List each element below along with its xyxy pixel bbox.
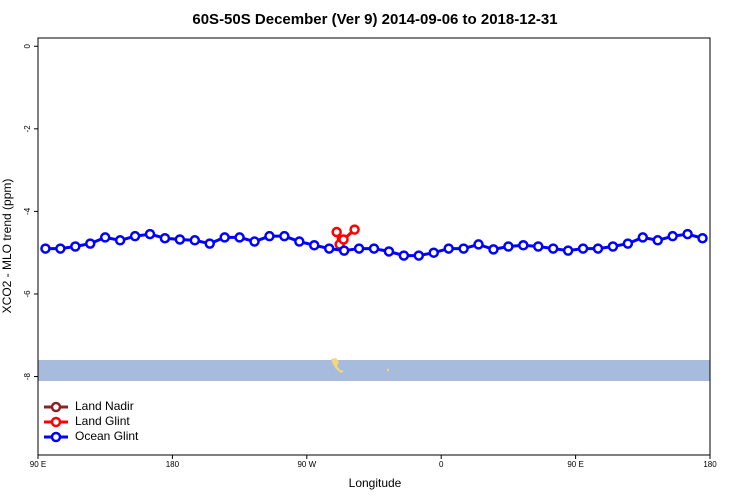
data-point	[294, 236, 305, 247]
data-point	[159, 232, 171, 244]
data-point	[338, 245, 350, 256]
plot-frame	[37, 37, 711, 456]
legend-marker	[50, 416, 62, 428]
data-point	[682, 228, 693, 240]
data-point	[129, 230, 141, 242]
data-point	[338, 234, 349, 245]
data-point	[697, 232, 708, 244]
data-point	[503, 241, 514, 252]
data-point	[264, 230, 275, 242]
legend-label: Land Nadir	[75, 399, 134, 413]
data-point	[533, 241, 544, 252]
data-point	[323, 243, 335, 254]
land-shape	[386, 368, 390, 372]
data-point	[637, 232, 649, 243]
data-point	[70, 241, 81, 252]
land-shape	[331, 358, 344, 373]
data-point	[331, 226, 342, 238]
data-point	[383, 246, 395, 257]
y-tick-label: -6	[23, 290, 32, 298]
data-point	[652, 235, 663, 246]
data-point	[413, 250, 425, 261]
data-point	[488, 244, 499, 255]
x-tick-label: 90 W	[297, 460, 316, 469]
x-tick-label: 0	[439, 460, 444, 469]
data-point	[458, 243, 469, 254]
data-point	[349, 224, 360, 235]
data-point	[55, 243, 66, 254]
data-point	[85, 238, 96, 249]
data-point	[577, 243, 589, 254]
legend-label: Land Glint	[75, 414, 130, 428]
x-axis-label: Longitude	[349, 476, 402, 490]
data-point	[398, 250, 410, 261]
legend-marker	[50, 431, 62, 443]
data-point	[144, 228, 156, 240]
x-tick-label: 180	[166, 460, 180, 469]
data-point	[234, 232, 245, 243]
data-point	[204, 238, 215, 249]
y-tick-label: -2	[23, 125, 32, 133]
data-point	[592, 243, 604, 254]
data-point	[40, 243, 51, 254]
map-strip	[38, 360, 710, 381]
data-point	[114, 235, 126, 246]
data-point	[428, 247, 439, 258]
data-point	[279, 230, 290, 242]
data-point	[547, 243, 559, 254]
data-point	[368, 243, 380, 254]
data-point	[309, 240, 320, 251]
data-point	[622, 238, 634, 249]
data-point	[189, 235, 201, 246]
y-tick-label: -8	[23, 372, 32, 380]
data-point	[667, 230, 678, 242]
x-tick-label: 90 E	[567, 460, 583, 469]
chart-title: 60S-50S December (Ver 9) 2014-09-06 to 2…	[192, 11, 557, 28]
data-point	[518, 240, 529, 251]
y-tick-label: -4	[23, 207, 32, 215]
data-point	[607, 241, 619, 252]
data-point	[99, 232, 111, 243]
y-tick-label: 0	[23, 43, 32, 48]
legend-label: Ocean Glint	[75, 429, 139, 443]
data-point	[473, 239, 484, 250]
legend-marker	[50, 401, 62, 413]
x-tick-label: 180	[703, 460, 717, 469]
data-point	[249, 236, 260, 247]
data-point	[219, 232, 230, 243]
data-point	[174, 234, 186, 245]
data-point	[353, 243, 365, 254]
data-point	[562, 245, 574, 256]
data-point	[443, 243, 454, 254]
x-tick-label: 90 E	[30, 460, 46, 469]
y-axis-label: XCO2 - MLO trend (ppm)	[0, 179, 14, 314]
